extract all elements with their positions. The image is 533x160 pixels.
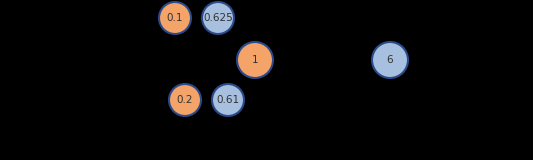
Text: 0.1: 0.1 [167,13,183,23]
Text: 0.625: 0.625 [203,13,233,23]
Circle shape [169,84,201,116]
Circle shape [212,84,244,116]
Text: 1: 1 [252,55,259,65]
Circle shape [159,2,191,34]
Circle shape [202,2,234,34]
Text: 6: 6 [386,55,393,65]
Text: 0.61: 0.61 [216,95,239,105]
Text: 0.2: 0.2 [177,95,193,105]
Circle shape [372,42,408,78]
Circle shape [237,42,273,78]
